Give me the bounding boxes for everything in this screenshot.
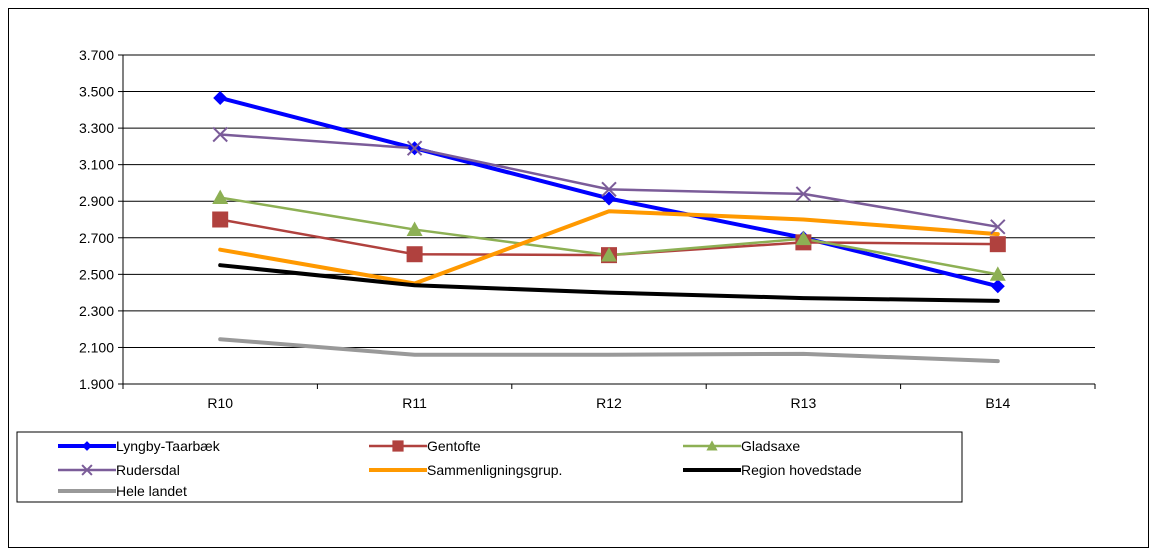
legend: Lyngby-Taarbæk Gentofte Gladsaxe Rudersdal S… <box>16 431 963 503</box>
legend-box <box>16 431 963 503</box>
data-point-x <box>990 219 1006 235</box>
y-tick-label: 2.500 <box>79 266 114 282</box>
tick-labels: 1.900 2.100 2.300 2.500 2.700 2.900 3.100 3.300… <box>79 47 1011 411</box>
data-point-x <box>601 181 617 198</box>
y-tick-label: 3.300 <box>79 120 114 136</box>
legend-label: Gladsaxe <box>741 438 800 454</box>
data-point-diamond <box>82 441 92 451</box>
data-point-square <box>989 236 1006 253</box>
data-point-square <box>392 440 404 452</box>
x-tick-label: R12 <box>596 395 622 411</box>
legend-label: Hele landet <box>116 483 187 499</box>
data-point-x-stroke <box>406 140 423 156</box>
y-tick-label: 2.700 <box>79 230 114 246</box>
series-line <box>218 263 1000 303</box>
x-tick-label: B14 <box>985 395 1010 411</box>
data-point-diamond <box>213 90 228 105</box>
series-line <box>218 337 1000 364</box>
data-point-triangle <box>989 266 1006 281</box>
y-tick-label: 3.500 <box>79 84 114 100</box>
x-tick-label: R11 <box>402 395 427 411</box>
data-point-triangle <box>795 230 812 246</box>
data-point-x <box>795 186 812 202</box>
y-tick-label: 2.100 <box>79 339 114 355</box>
legend-label: Sammenligningsgrup. <box>427 462 562 478</box>
data-point-x <box>81 464 93 476</box>
data-point-triangle <box>601 247 617 262</box>
chart-frame <box>8 8 1149 548</box>
series-lines <box>218 95 1000 364</box>
y-tick-label: 3.700 <box>79 47 114 63</box>
data-point-x <box>406 140 423 156</box>
legend-label: Gentofte <box>427 438 481 454</box>
series-markers <box>212 90 1006 294</box>
y-tick-label: 2.300 <box>79 303 114 319</box>
series-line <box>218 209 1000 286</box>
data-point-triangle <box>706 440 718 451</box>
data-point-x-stroke <box>601 181 617 198</box>
y-tick-label: 2.900 <box>79 193 114 209</box>
legend-label: Region hovedstade <box>741 462 862 478</box>
data-point-diamond <box>602 191 616 206</box>
data-point-square <box>212 211 229 228</box>
legend-label: Rudersdal <box>116 462 180 478</box>
data-point-x-stroke <box>795 186 812 202</box>
data-point-diamond <box>990 279 1005 294</box>
data-point-triangle <box>212 189 229 204</box>
x-tick-label: R10 <box>207 395 233 411</box>
legend-label: Lyngby-Taarbæk <box>116 438 221 454</box>
data-point-triangle <box>406 221 423 236</box>
grid-lines <box>123 54 1095 348</box>
data-point-x-stroke <box>81 464 93 476</box>
data-point-x <box>212 126 228 143</box>
y-tick-label: 1.900 <box>79 376 114 392</box>
axes <box>118 54 1096 389</box>
y-tick-label: 3.100 <box>79 157 114 173</box>
data-point-square <box>406 246 423 263</box>
data-point-x-stroke <box>990 219 1006 235</box>
x-tick-label: R13 <box>791 395 817 411</box>
data-point-x-stroke <box>212 126 228 143</box>
